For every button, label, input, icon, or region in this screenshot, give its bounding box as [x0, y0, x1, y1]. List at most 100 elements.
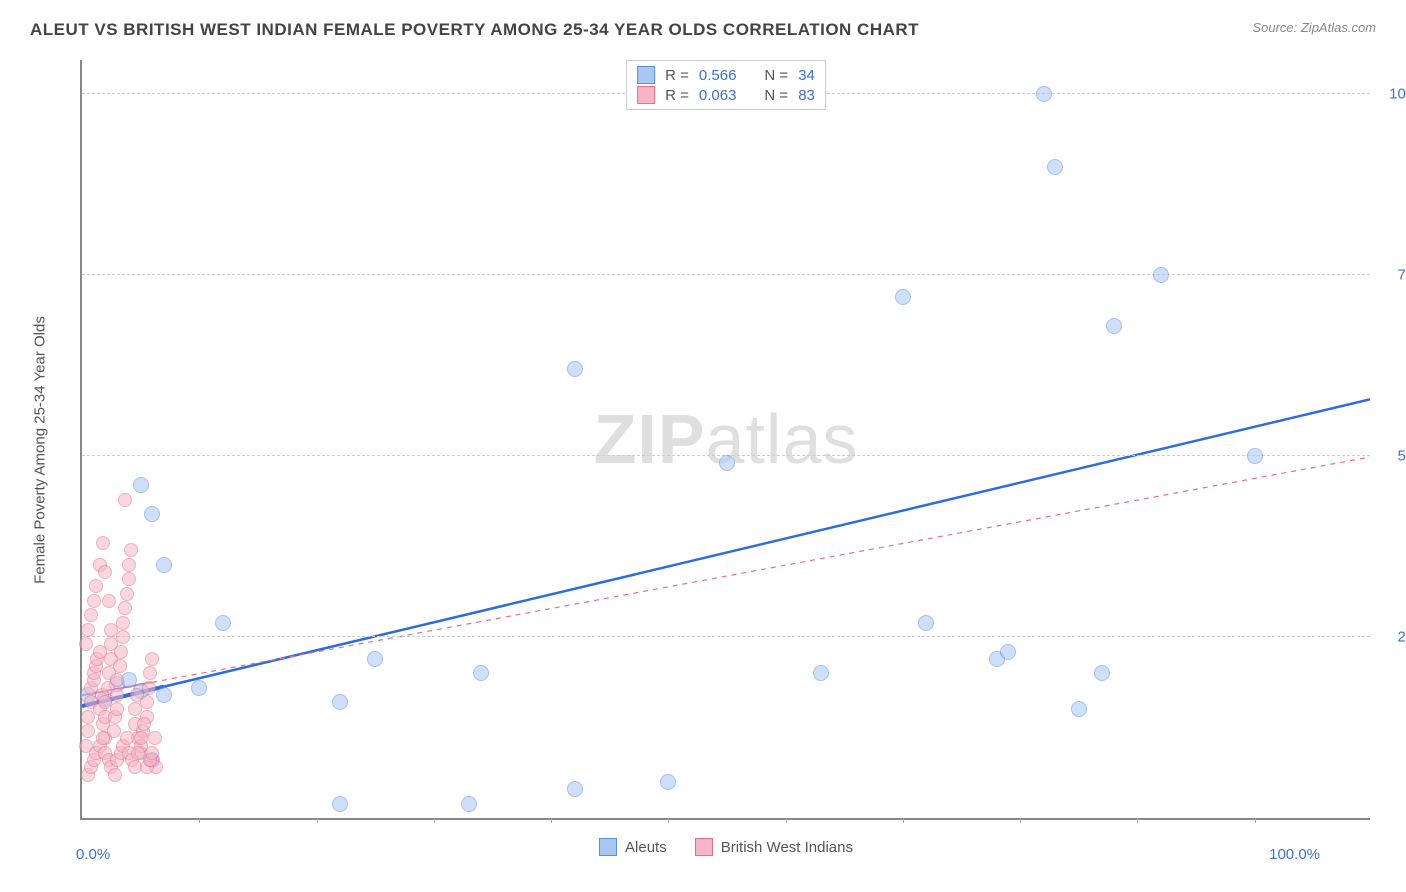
legend-swatch-icon	[695, 838, 713, 856]
data-point	[87, 594, 101, 608]
legend-n-label: N =	[764, 67, 788, 84]
x-minor-tick	[786, 818, 787, 823]
data-point	[113, 659, 127, 673]
data-point	[567, 361, 583, 377]
data-point	[134, 731, 148, 745]
data-point	[98, 565, 112, 579]
legend-item: British West Indians	[695, 838, 853, 856]
legend-label: British West Indians	[721, 839, 853, 856]
data-point	[89, 579, 103, 593]
legend-r-value: 0.063	[699, 87, 737, 104]
data-point	[1071, 701, 1087, 717]
data-point	[461, 796, 477, 812]
data-point	[567, 781, 583, 797]
x-minor-tick	[1137, 818, 1138, 823]
legend-swatch-icon	[637, 66, 655, 84]
x-minor-tick	[317, 818, 318, 823]
data-point	[813, 665, 829, 681]
legend-r-value: 0.566	[699, 67, 737, 84]
data-point	[143, 666, 157, 680]
data-point	[110, 673, 124, 687]
y-tick-label: 50.0%	[1380, 448, 1406, 465]
source-label: Source: ZipAtlas.com	[1252, 20, 1376, 35]
legend-n-value: 83	[798, 87, 815, 104]
x-tick-max: 100.0%	[1269, 846, 1320, 863]
x-minor-tick	[551, 818, 552, 823]
data-point	[148, 731, 162, 745]
data-point	[215, 615, 231, 631]
data-point	[122, 572, 136, 586]
gridline	[82, 274, 1370, 275]
data-point	[137, 717, 151, 731]
data-point	[96, 731, 110, 745]
x-minor-tick	[199, 818, 200, 823]
data-point	[332, 694, 348, 710]
trend-lines	[82, 60, 1370, 818]
data-point	[133, 477, 149, 493]
data-point	[140, 695, 154, 709]
legend-n-label: N =	[764, 87, 788, 104]
data-point	[191, 680, 207, 696]
x-tick-min: 0.0%	[76, 846, 110, 863]
legend-n-value: 34	[798, 67, 815, 84]
data-point	[110, 688, 124, 702]
data-point	[124, 543, 138, 557]
x-minor-tick	[1020, 818, 1021, 823]
data-point	[145, 652, 159, 666]
data-point	[79, 637, 93, 651]
data-point	[1036, 86, 1052, 102]
y-tick-label: 75.0%	[1380, 267, 1406, 284]
data-point	[118, 493, 132, 507]
data-point	[719, 455, 735, 471]
data-point	[1247, 448, 1263, 464]
data-point	[114, 645, 128, 659]
x-minor-tick	[434, 818, 435, 823]
data-point	[1153, 267, 1169, 283]
page-title: ALEUT VS BRITISH WEST INDIAN FEMALE POVE…	[30, 20, 919, 40]
legend-item: Aleuts	[599, 838, 667, 856]
data-point	[120, 731, 134, 745]
data-point	[96, 536, 110, 550]
data-point	[1094, 665, 1110, 681]
legend-r-label: R =	[665, 67, 689, 84]
x-minor-tick	[668, 818, 669, 823]
data-point	[122, 558, 136, 572]
data-point	[144, 506, 160, 522]
x-minor-tick	[1255, 818, 1256, 823]
data-point	[145, 746, 159, 760]
data-point	[116, 630, 130, 644]
data-point	[81, 724, 95, 738]
data-point	[81, 623, 95, 637]
data-point	[108, 768, 122, 782]
data-point	[1047, 159, 1063, 175]
data-point	[104, 623, 118, 637]
legend-row: R = 0.566 N = 34	[637, 65, 815, 85]
legend-swatch-icon	[637, 86, 655, 104]
legend-row: R = 0.063 N = 83	[637, 85, 815, 105]
chart-container: Female Poverty Among 25-34 Year Olds ZIP…	[50, 50, 1380, 850]
data-point	[118, 601, 132, 615]
legend-swatch-icon	[599, 838, 617, 856]
legend-correlation: R = 0.566 N = 34 R = 0.063 N = 83	[626, 60, 826, 110]
legend-r-label: R =	[665, 87, 689, 104]
data-point	[367, 651, 383, 667]
data-point	[918, 615, 934, 631]
x-minor-tick	[903, 818, 904, 823]
data-point	[473, 665, 489, 681]
data-point	[156, 557, 172, 573]
data-point	[142, 681, 156, 695]
plot-area: ZIPatlas R = 0.566 N = 34 R = 0.063 N = …	[80, 60, 1370, 820]
legend-series: Aleuts British West Indians	[599, 838, 853, 856]
y-axis-label: Female Poverty Among 25-34 Year Olds	[32, 316, 49, 584]
data-point	[332, 796, 348, 812]
data-point	[1000, 644, 1016, 660]
data-point	[895, 289, 911, 305]
y-tick-label: 25.0%	[1380, 629, 1406, 646]
data-point	[1106, 318, 1122, 334]
data-point	[84, 608, 98, 622]
gridline	[82, 636, 1370, 637]
data-point	[110, 702, 124, 716]
y-tick-label: 100.0%	[1380, 86, 1406, 103]
data-point	[156, 687, 172, 703]
data-point	[102, 594, 116, 608]
